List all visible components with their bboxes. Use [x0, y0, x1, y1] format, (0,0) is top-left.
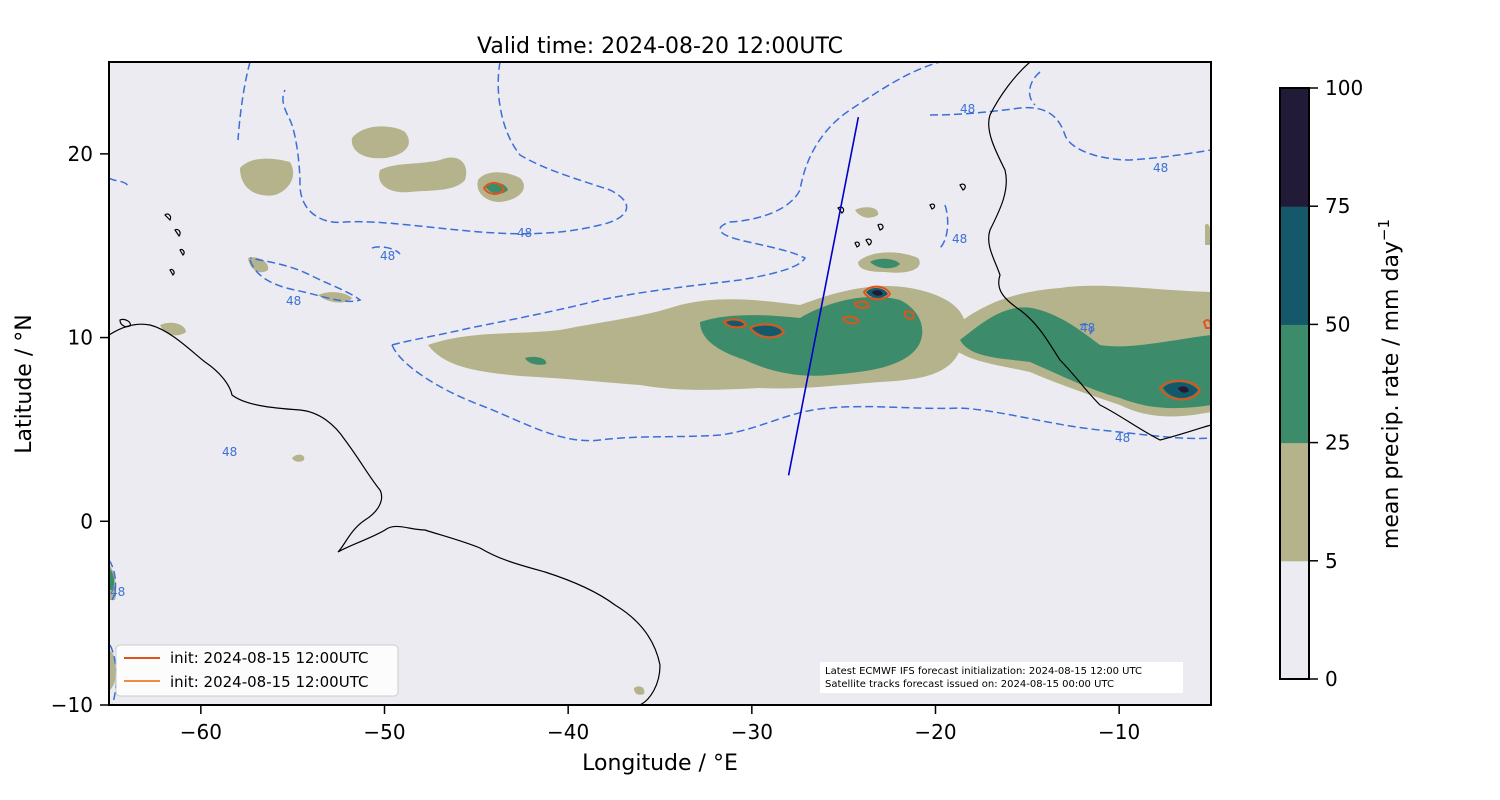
colorbar-segment [1280, 88, 1309, 207]
colorbar: 0 5 25 50 75 100 [1279, 76, 1363, 691]
light-patch-11 [292, 454, 305, 462]
contour-label: 48 [380, 249, 395, 263]
contour-labels: 48 48 48 48 48 48 48 48 48 48 [110, 102, 1168, 599]
light-patch-14 [1205, 223, 1211, 245]
contour-label: 48 [1153, 161, 1168, 175]
map-panel: 48 48 48 48 48 48 48 48 48 48 [108, 61, 1212, 706]
colorbar-label-superscript: −1 [1375, 219, 1393, 241]
precip-mid-shading [109, 182, 1211, 590]
light-patch-8 [855, 207, 879, 218]
colorbar-tick-label: 100 [1325, 76, 1363, 100]
extreme-core-1 [872, 290, 883, 296]
colorbar-tick-label: 25 [1325, 431, 1350, 455]
extreme-core-2 [1178, 386, 1189, 393]
figure-title: Valid time: 2024-08-20 12:00UTC [477, 34, 843, 59]
light-patch-2 [351, 126, 409, 159]
contour-label: 48 [222, 445, 237, 459]
light-patch-12 [634, 686, 645, 695]
contour-label: 48 [1115, 431, 1130, 445]
coastline-africa [988, 62, 1211, 441]
precip-extreme-shading [872, 290, 1189, 393]
x-tick-label: −60 [180, 720, 222, 744]
forecast-note: Latest ECMWF IFS forecast initialization… [820, 662, 1183, 693]
x-axis-label: Longitude / °E [582, 751, 738, 776]
note-box [820, 662, 1183, 693]
colorbar-label-text: mean precip. rate / mm day [1379, 241, 1404, 549]
contour-label: 48 [286, 294, 301, 308]
light-patch-3 [379, 157, 467, 193]
coastlines [109, 62, 1211, 705]
x-tick-label: −10 [1098, 720, 1140, 744]
y-tick-label: 0 [80, 509, 93, 533]
mid-patch-1 [870, 258, 900, 269]
legend-box [115, 644, 399, 697]
note-line-1: Latest ECMWF IFS forecast initialization… [825, 666, 1142, 677]
y-tick-label: 10 [68, 326, 93, 350]
colorbar-segment [1280, 442, 1309, 562]
satellite-track-line [787, 116, 860, 476]
mid-band-east [960, 307, 1211, 409]
mid-patch-4 [109, 568, 115, 590]
colorbar-frame [1279, 87, 1310, 680]
coastline-south-america [109, 323, 661, 705]
contour-label: 48 [1080, 321, 1095, 335]
map-frame [108, 61, 1212, 706]
y-tick-label: −10 [51, 693, 93, 717]
contour-label: 48 [110, 585, 125, 599]
mid-patch-3 [525, 356, 547, 365]
y-axis-label: Latitude / °N [12, 314, 37, 453]
colorbar-label: mean precip. rate / mm day−1 [1375, 219, 1404, 549]
light-patch-7 [318, 292, 352, 303]
colorbar-tick-label: 50 [1325, 312, 1350, 336]
y-axis: −10 0 10 20 [51, 142, 109, 717]
note-line-2: Satellite tracks forecast issued on: 202… [825, 679, 1114, 690]
x-tick-label: −20 [914, 720, 956, 744]
contour-label: 48 [960, 102, 975, 116]
mid-band-center [700, 296, 923, 376]
legend: init: 2024-08-15 12:00UTC init: 2024-08-… [115, 644, 399, 697]
contour-label: 48 [952, 232, 967, 246]
colorbar-tick-label: 0 [1325, 667, 1338, 691]
x-tick-label: −30 [731, 720, 773, 744]
colorbar-segment [1280, 560, 1309, 680]
contour-48-lines [109, 62, 1211, 705]
colorbar-segment [1280, 324, 1309, 444]
legend-label-2: init: 2024-08-15 12:00UTC [170, 673, 368, 691]
heavy-core-4 [726, 320, 744, 327]
heavy-core-1 [752, 325, 782, 337]
colorbar-tick-label: 5 [1325, 549, 1338, 573]
contour-label: 48 [517, 226, 532, 240]
colorbar-segment [1280, 206, 1309, 325]
x-tick-label: −50 [363, 720, 405, 744]
forecast-contours-orange [482, 182, 1211, 401]
colorbar-tick-label: 75 [1325, 194, 1350, 218]
y-tick-label: 20 [68, 142, 93, 166]
light-patch-5 [240, 158, 294, 196]
x-tick-label: −40 [547, 720, 589, 744]
x-axis: −60 −50 −40 −30 −20 −10 [180, 705, 1140, 744]
legend-label-1: init: 2024-08-15 12:00UTC [170, 649, 368, 667]
